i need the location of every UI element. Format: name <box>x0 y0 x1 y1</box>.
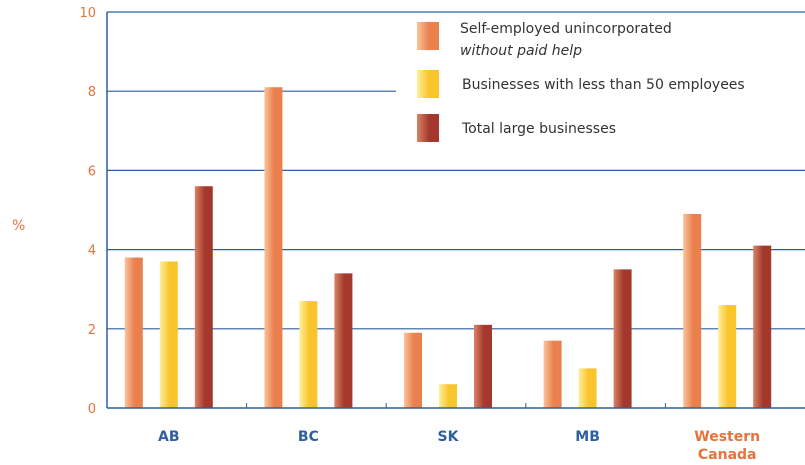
bar <box>474 324 492 408</box>
bar <box>299 301 318 408</box>
legend-swatch <box>417 114 439 142</box>
legend: Self-employed unincorporated without paid… <box>396 14 805 164</box>
legend-swatch <box>417 22 439 50</box>
bar <box>683 213 702 408</box>
bar <box>194 186 213 408</box>
bar <box>264 87 283 409</box>
y-tick-label: 8 <box>88 85 96 100</box>
bar <box>439 384 457 408</box>
bar <box>404 332 422 408</box>
legend-background <box>396 14 805 164</box>
y-tick-label: 2 <box>88 323 96 338</box>
bar <box>613 269 632 408</box>
bars <box>124 87 772 409</box>
legend-swatch <box>417 70 439 98</box>
y-tick-label: 6 <box>88 164 96 179</box>
x-tick-label: BC <box>298 429 319 445</box>
legend-label: Businesses with less than 50 employees <box>462 77 745 93</box>
x-tick-label: Western Canada <box>694 429 760 463</box>
legend-label: Total large businesses <box>461 121 616 137</box>
y-tick-label: 4 <box>88 244 96 259</box>
y-axis-label: % <box>12 218 25 234</box>
bar <box>753 245 772 408</box>
legend-label: Self-employed unincorporated <box>460 21 672 37</box>
x-tick-label: MB <box>575 429 600 445</box>
x-tick-label: SK <box>438 429 460 445</box>
bar <box>159 261 178 408</box>
bar <box>543 340 562 408</box>
bar <box>578 368 597 408</box>
bar <box>334 273 353 408</box>
y-tick-label: 10 <box>79 6 96 21</box>
legend-label: without paid help <box>460 43 582 59</box>
x-tick-label: AB <box>158 429 180 445</box>
bar <box>718 305 737 408</box>
axes: AB BC SK MB Western Canada <box>106 12 805 463</box>
y-tick-label: 0 <box>88 402 96 417</box>
bar <box>124 257 143 408</box>
